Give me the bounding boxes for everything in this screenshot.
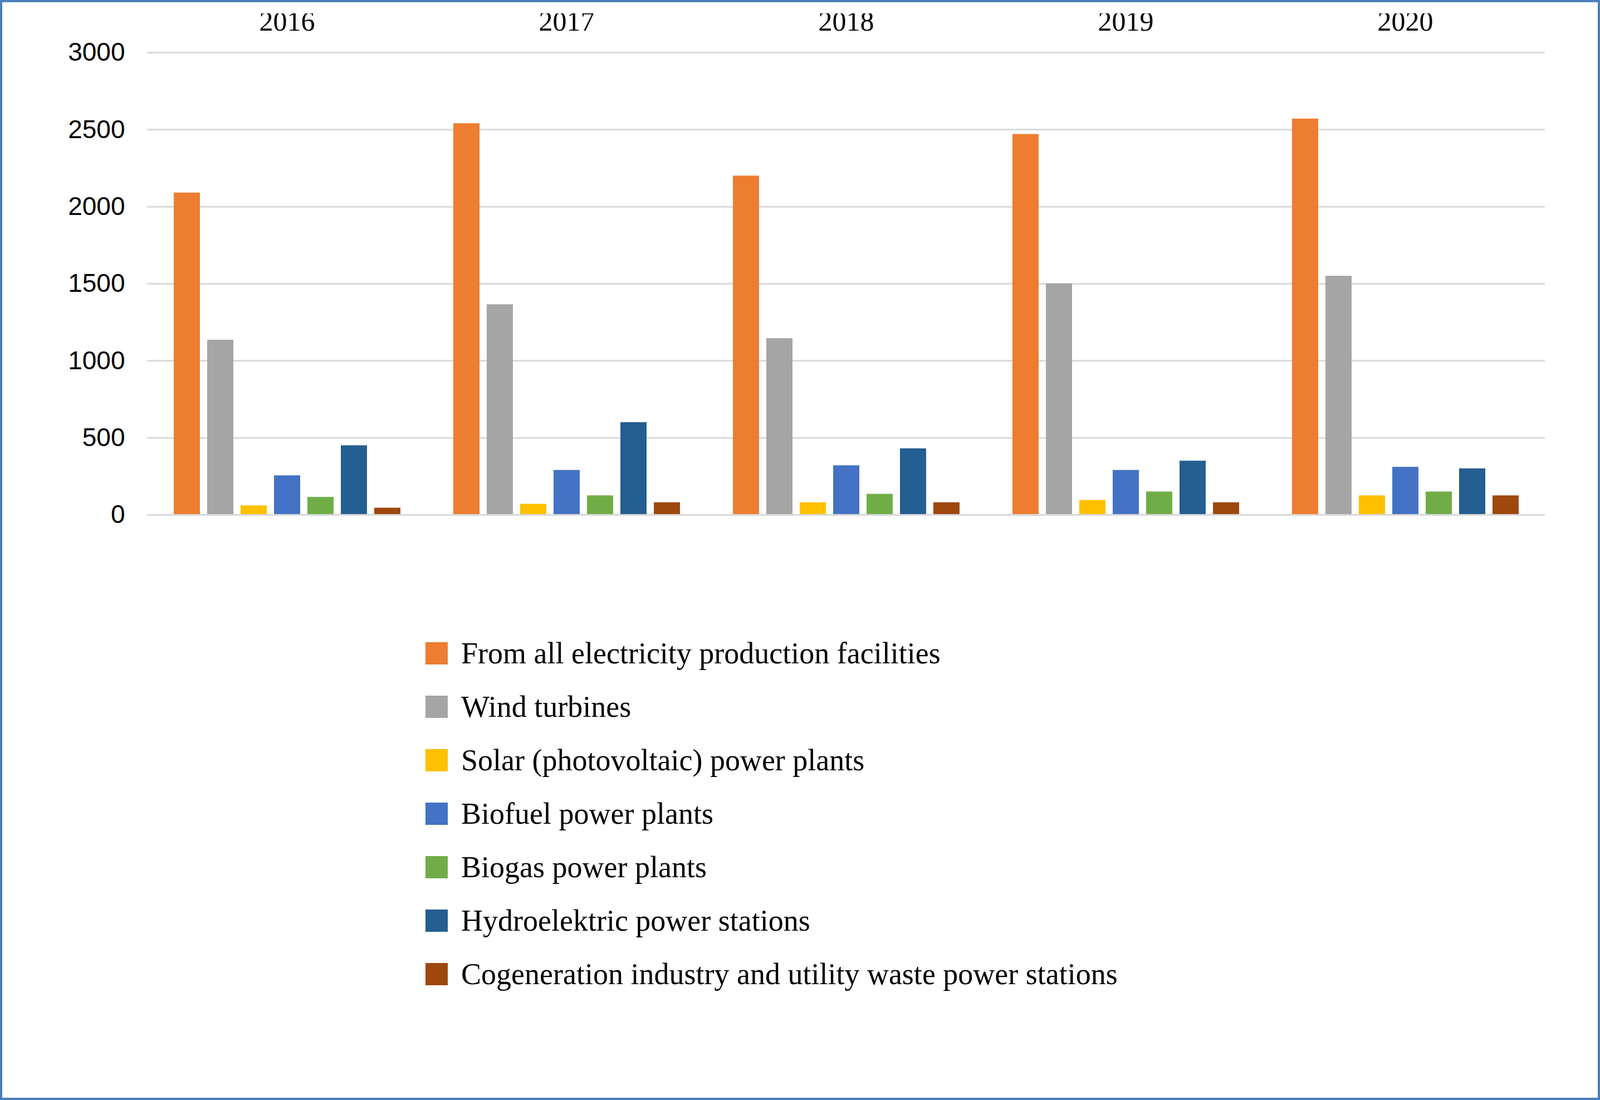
html-text:Solar (photovoltaic) power pla: Solar (photovoltaic) power plants [461, 743, 865, 777]
svg-text:3000: 3000 [67, 37, 125, 67]
svg-text:500: 500 [82, 422, 126, 452]
svg-text:0: 0 [110, 499, 126, 529]
svg-text:2000: 2000 [67, 191, 125, 221]
svg-text:2019: 2019 [1098, 13, 1154, 37]
html-text:From all electricity productio: From all electricity production faciliti… [461, 636, 941, 670]
svg-text:2017: 2017 [539, 13, 595, 37]
svg-text:2020: 2020 [1377, 13, 1434, 37]
html-text:Wind turbines: Wind turbines [461, 690, 632, 724]
html-text:Biofuel power plants: Biofuel power plants [461, 796, 714, 831]
html-text:Cogeneration industry and util: Cogeneration industry and utility waste … [461, 957, 1118, 991]
svg-text:1500: 1500 [67, 268, 125, 298]
svg-text:2016: 2016 [259, 13, 316, 37]
svg-text:2018: 2018 [818, 13, 875, 37]
svg-text:2500: 2500 [67, 114, 125, 144]
svg-text:1000: 1000 [67, 345, 125, 375]
html-text:Hydroelektric power stations: Hydroelektric power stations [461, 903, 811, 938]
html-text:Biogas power plants: Biogas power plants [461, 850, 707, 884]
